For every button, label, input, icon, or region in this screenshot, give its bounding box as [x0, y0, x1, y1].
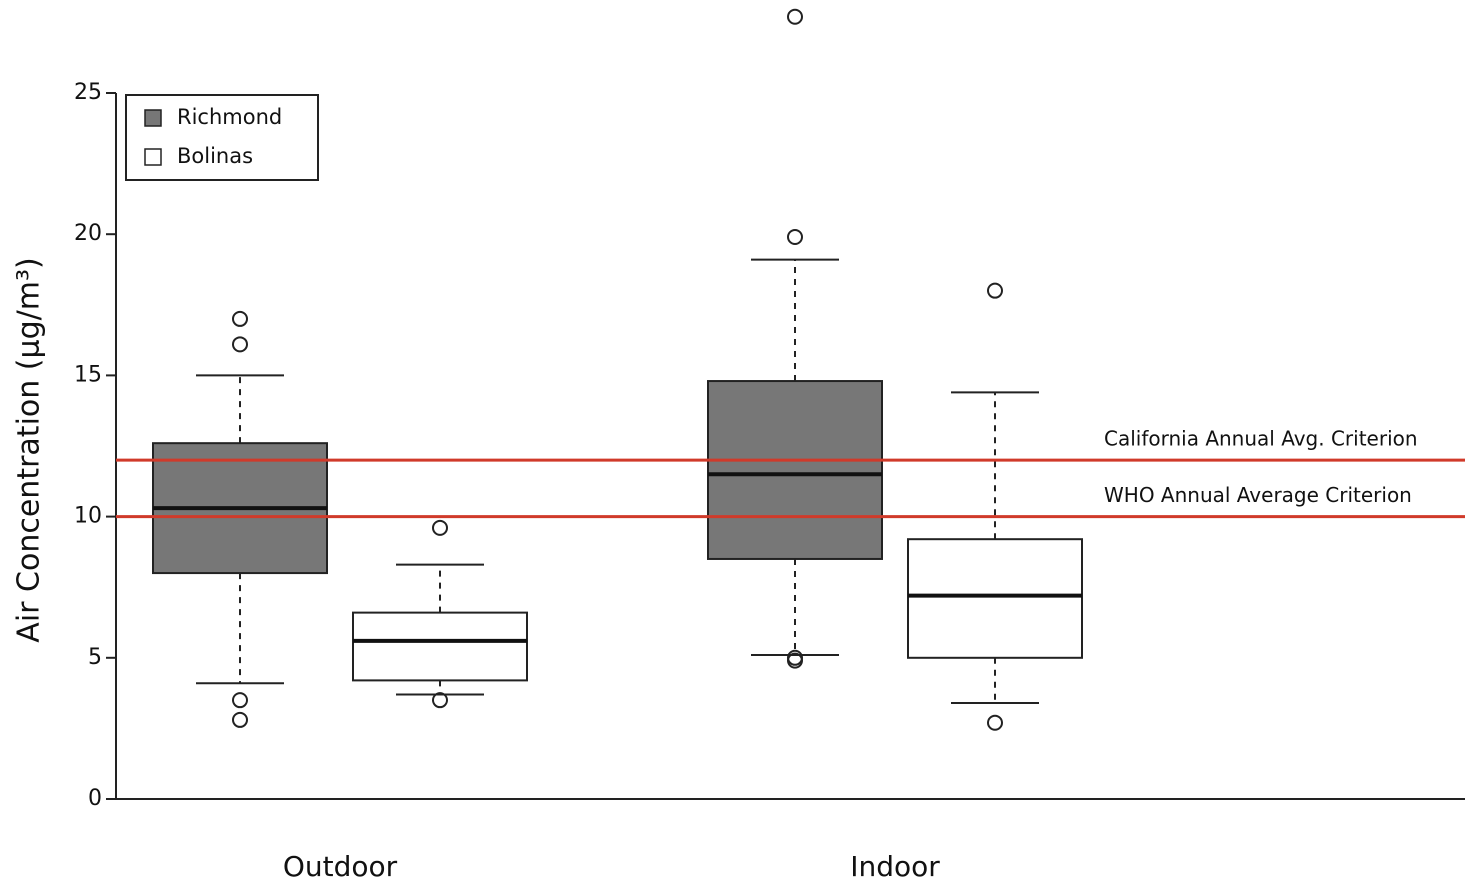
x-tick-label: Indoor	[850, 850, 940, 883]
outlier	[787, 652, 803, 669]
outlier	[432, 692, 448, 709]
outlier	[787, 8, 803, 25]
outlier	[787, 229, 803, 246]
box	[707, 380, 883, 560]
y-tick-label: 5	[88, 645, 102, 670]
box	[907, 538, 1083, 659]
y-tick-label: 0	[88, 786, 102, 811]
y-tick-label: 25	[74, 80, 102, 105]
legend-swatch	[144, 148, 162, 166]
outlier	[432, 519, 448, 536]
reference-label: WHO Annual Average Criterion	[1104, 483, 1412, 507]
y-tick-label: 10	[74, 504, 102, 529]
outlier	[232, 336, 248, 353]
legend-label: Richmond	[177, 105, 282, 129]
y-tick-label: 15	[74, 362, 102, 387]
legend-label: Bolinas	[177, 144, 253, 168]
reference-label: California Annual Avg. Criterion	[1104, 427, 1418, 451]
legend-box	[125, 94, 319, 181]
outlier	[987, 282, 1003, 299]
outlier	[232, 692, 248, 709]
legend-swatch	[144, 109, 162, 127]
box	[352, 611, 528, 682]
y-axis-label: Air Concentration (µg/m³)	[12, 257, 47, 642]
x-tick-label: Outdoor	[283, 850, 398, 883]
outlier	[232, 711, 248, 728]
outlier	[987, 714, 1003, 731]
outlier	[232, 310, 248, 327]
y-tick-label: 20	[74, 221, 102, 246]
